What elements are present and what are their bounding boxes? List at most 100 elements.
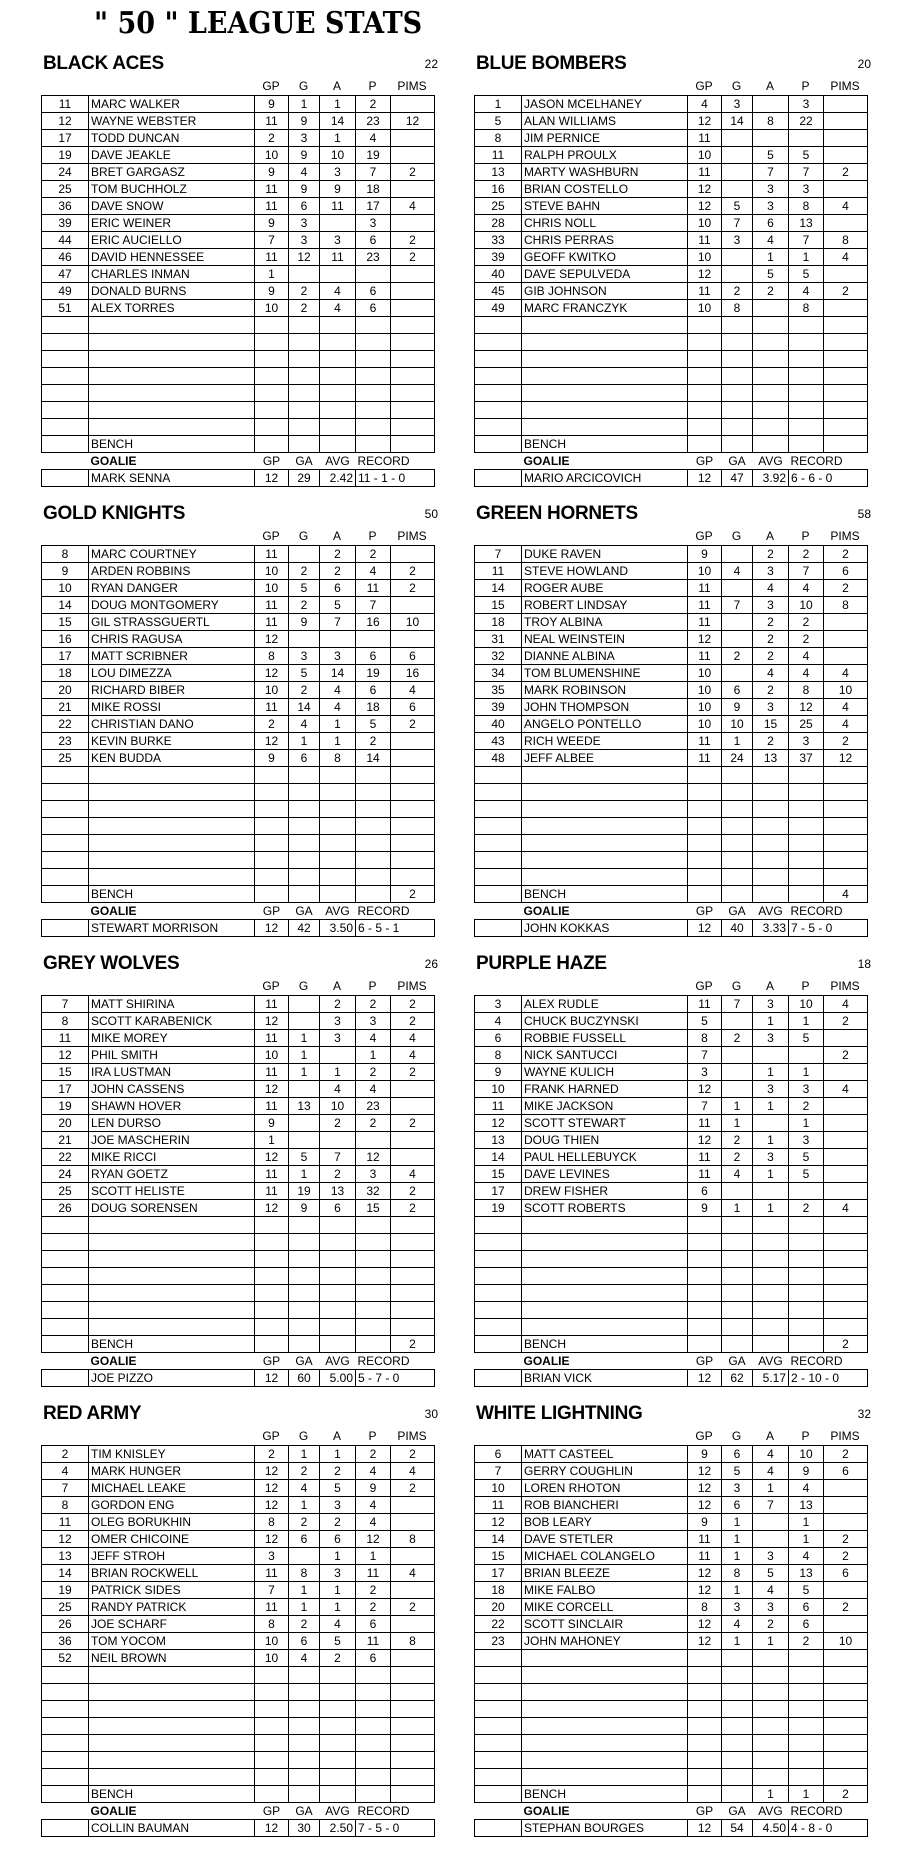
player-g: 7 bbox=[721, 995, 753, 1013]
player-name bbox=[521, 367, 688, 385]
player-name bbox=[521, 868, 688, 886]
player-number bbox=[41, 817, 89, 835]
player-g bbox=[288, 817, 320, 835]
player-p: 1 bbox=[788, 1114, 824, 1132]
player-name: LOU DIMEZZA bbox=[88, 664, 255, 682]
player-number: 20 bbox=[41, 681, 89, 699]
column-header-2: A bbox=[765, 79, 774, 93]
player-row bbox=[41, 418, 435, 436]
player-a: 4 bbox=[319, 1080, 356, 1098]
player-g bbox=[721, 851, 753, 869]
player-g bbox=[288, 800, 320, 818]
goalie-header-row: GOALIE GP GA AVG RECORD bbox=[42, 903, 435, 920]
goalie-avg: 5.17 bbox=[752, 1369, 789, 1387]
player-name bbox=[88, 1751, 255, 1769]
column-header-1: G bbox=[731, 79, 742, 93]
player-p: 8 bbox=[788, 299, 824, 317]
team-number: 18 bbox=[857, 957, 871, 971]
bench-row: BENCH 1 1 2 bbox=[474, 1785, 868, 1803]
player-row: 11 RALPH PROULX 10 5 5 bbox=[474, 146, 868, 164]
player-g: 3 bbox=[288, 647, 320, 665]
player-row bbox=[41, 1284, 435, 1302]
goalie-avg: 3.50 bbox=[319, 919, 356, 937]
player-a bbox=[752, 129, 789, 147]
player-g: 1 bbox=[288, 1063, 320, 1081]
player-p: 8 bbox=[788, 197, 824, 215]
player-g bbox=[288, 1233, 320, 1251]
player-name bbox=[521, 1250, 688, 1268]
player-row: 5 ALAN WILLIAMS 12 14 8 22 bbox=[474, 112, 868, 130]
player-gp: 11 bbox=[254, 112, 289, 130]
player-a: 3 bbox=[752, 1148, 789, 1166]
player-a: 1 bbox=[752, 1165, 789, 1183]
player-row bbox=[41, 1768, 435, 1786]
player-gp: 12 bbox=[687, 1581, 722, 1599]
player-name: CHUCK BUCZYNSKI bbox=[521, 1012, 688, 1030]
player-number bbox=[41, 1768, 89, 1786]
bench-gp bbox=[254, 885, 289, 903]
bench-gp bbox=[687, 1335, 722, 1353]
player-a: 1 bbox=[752, 1063, 789, 1081]
player-row: 17 DREW FISHER 6 bbox=[474, 1182, 868, 1200]
player-a bbox=[752, 333, 789, 351]
player-pims bbox=[390, 367, 435, 385]
player-pims bbox=[823, 1131, 868, 1149]
player-number bbox=[474, 1700, 522, 1718]
player-g: 9 bbox=[288, 180, 320, 198]
player-a bbox=[319, 1751, 356, 1769]
team-number: 22 bbox=[424, 57, 438, 71]
goalie-ga: 40 bbox=[721, 919, 753, 937]
player-g bbox=[721, 1046, 753, 1064]
player-pims bbox=[390, 1250, 435, 1268]
player-number: 7 bbox=[41, 995, 89, 1013]
player-a bbox=[752, 1768, 789, 1786]
player-g bbox=[721, 418, 753, 436]
player-pims bbox=[823, 1148, 868, 1166]
bench-p bbox=[788, 435, 824, 453]
player-row: 20 MIKE CORCELL 8 3 3 6 2 bbox=[474, 1598, 868, 1616]
column-header-0: GP bbox=[695, 1429, 713, 1443]
player-row bbox=[41, 1717, 435, 1735]
player-number: 44 bbox=[41, 231, 89, 249]
player-gp: 12 bbox=[687, 630, 722, 648]
player-g bbox=[721, 1233, 753, 1251]
player-p: 2 bbox=[355, 1581, 391, 1599]
player-gp: 2 bbox=[254, 129, 289, 147]
player-a bbox=[319, 265, 356, 283]
bench-p bbox=[788, 1335, 824, 1353]
player-name: DAVE LEVINES bbox=[521, 1165, 688, 1183]
player-name bbox=[88, 1284, 255, 1302]
player-name: MIKE ROSSI bbox=[88, 698, 255, 716]
player-gp bbox=[687, 1683, 722, 1701]
player-row: 47 CHARLES INMAN 1 bbox=[41, 265, 435, 283]
team-name: GREEN HORNETS bbox=[476, 503, 638, 524]
player-pims bbox=[823, 367, 868, 385]
player-number bbox=[41, 868, 89, 886]
column-header-0: GP bbox=[695, 529, 713, 543]
player-row: 21 MIKE ROSSI 11 14 4 18 6 bbox=[41, 698, 435, 716]
player-p: 1 bbox=[788, 1513, 824, 1531]
player-a: 2 bbox=[319, 1513, 356, 1531]
player-number: 40 bbox=[474, 715, 522, 733]
player-a bbox=[752, 299, 789, 317]
player-a bbox=[319, 1131, 356, 1149]
player-g: 8 bbox=[288, 1564, 320, 1582]
player-gp: 10 bbox=[254, 146, 289, 164]
player-g: 4 bbox=[288, 1649, 320, 1667]
player-row: 25 KEN BUDDA 9 6 8 14 bbox=[41, 749, 435, 767]
player-g bbox=[288, 384, 320, 402]
player-number: 20 bbox=[474, 1598, 522, 1616]
player-number: 7 bbox=[41, 1479, 89, 1497]
bench-gp bbox=[254, 1785, 289, 1803]
player-g: 4 bbox=[288, 1479, 320, 1497]
player-pims bbox=[823, 868, 868, 886]
player-row: 15 GIL STRASSGUERTL 11 9 7 16 10 bbox=[41, 613, 435, 631]
column-header-0: GP bbox=[695, 79, 713, 93]
player-g bbox=[288, 1318, 320, 1336]
player-row: 11 OLEG BORUKHIN 8 2 2 4 bbox=[41, 1513, 435, 1531]
player-name: JEFF ALBEE bbox=[521, 749, 688, 767]
player-pims bbox=[390, 1080, 435, 1098]
player-number: 36 bbox=[41, 197, 89, 215]
player-g: 5 bbox=[288, 1148, 320, 1166]
player-p: 8 bbox=[788, 681, 824, 699]
